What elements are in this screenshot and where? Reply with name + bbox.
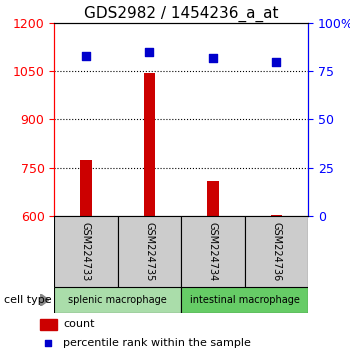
Bar — [245, 216, 308, 287]
Text: cell type: cell type — [4, 295, 51, 305]
Bar — [144, 73, 155, 216]
Polygon shape — [40, 294, 49, 306]
Bar — [181, 216, 245, 287]
Bar — [40, 319, 57, 330]
Point — [45, 340, 51, 346]
Text: count: count — [63, 319, 95, 329]
Bar — [207, 181, 218, 216]
Text: GSM224733: GSM224733 — [81, 222, 91, 281]
Bar — [54, 287, 181, 313]
Text: percentile rank within the sample: percentile rank within the sample — [63, 338, 251, 348]
Point — [210, 55, 216, 61]
Text: splenic macrophage: splenic macrophage — [68, 295, 167, 305]
Text: GSM224734: GSM224734 — [208, 222, 218, 281]
Point — [147, 49, 152, 55]
Bar — [54, 216, 118, 287]
Bar — [118, 216, 181, 287]
Text: intestinal macrophage: intestinal macrophage — [190, 295, 300, 305]
Point — [273, 59, 279, 64]
Bar — [181, 287, 308, 313]
Text: GSM224735: GSM224735 — [145, 222, 154, 281]
Bar — [271, 215, 282, 216]
Point — [83, 53, 89, 59]
Text: GSM224736: GSM224736 — [271, 222, 281, 281]
Title: GDS2982 / 1454236_a_at: GDS2982 / 1454236_a_at — [84, 5, 278, 22]
Bar — [80, 160, 92, 216]
